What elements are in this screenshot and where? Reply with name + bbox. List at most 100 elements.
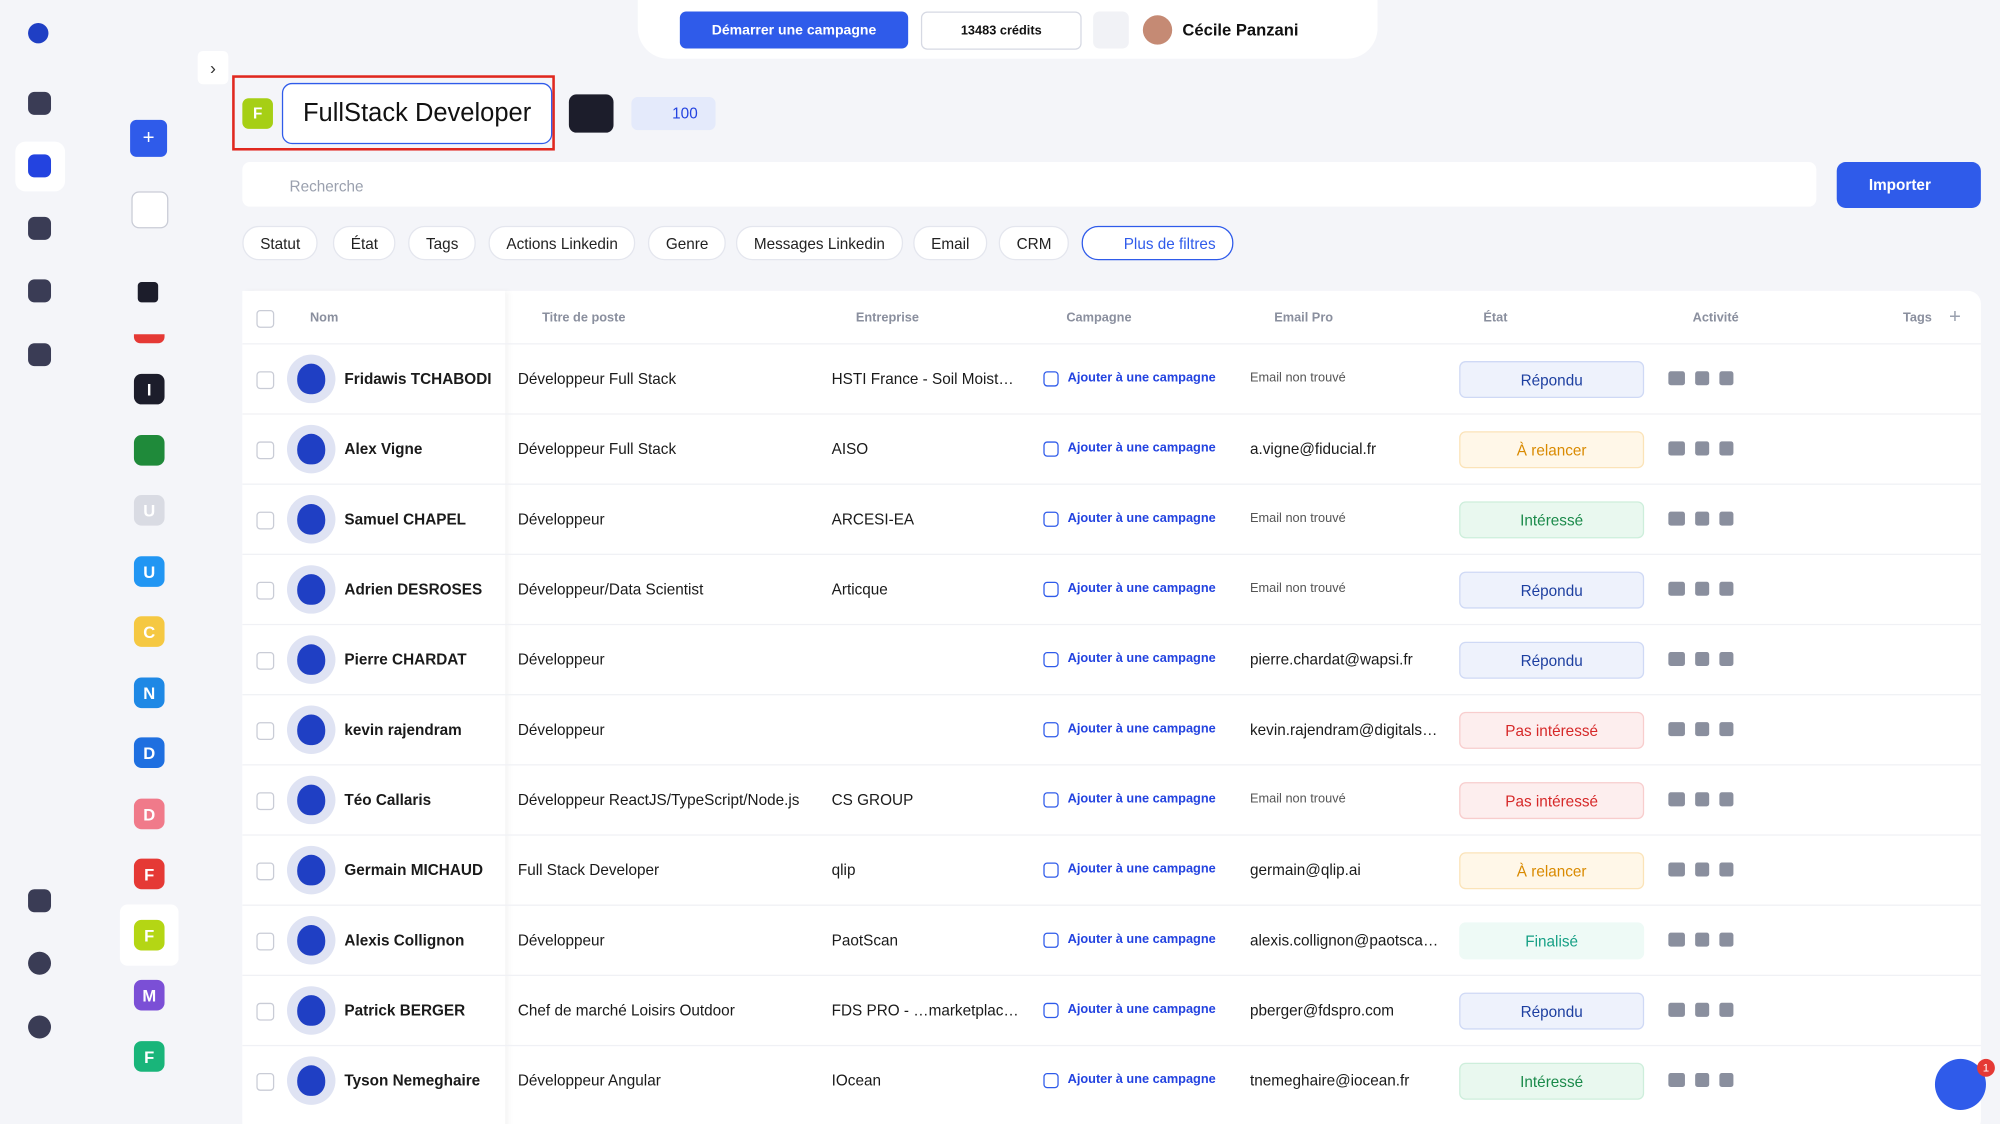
contact-name[interactable]: Fridawis TCHABODI — [344, 369, 492, 388]
row-checkbox[interactable] — [256, 441, 275, 460]
list-title[interactable]: FullStack Developer — [281, 82, 553, 145]
import-button[interactable]: Importer — [1836, 162, 1981, 208]
nav-premium[interactable] — [28, 889, 52, 913]
state-badge[interactable]: Répondu — [1459, 992, 1645, 1030]
add-to-campaign[interactable]: Ajouter à une campagne — [1067, 932, 1216, 947]
list-tile[interactable]: U — [133, 556, 165, 587]
list-tile[interactable]: F — [133, 858, 165, 890]
add-to-campaign[interactable]: Ajouter à une campagne — [1067, 371, 1216, 386]
row-checkbox[interactable] — [256, 581, 275, 600]
more-filters[interactable]: Plus de filtres — [1081, 225, 1234, 261]
filter-chip[interactable]: Email — [913, 225, 988, 261]
contact-name[interactable]: Tyson Nemeghaire — [344, 1071, 481, 1090]
state-badge[interactable]: Pas intéressé — [1459, 782, 1645, 820]
activity-message — [1695, 792, 1710, 807]
add-to-campaign[interactable]: Ajouter à une campagne — [1067, 581, 1216, 596]
add-list[interactable]: + — [130, 119, 168, 157]
list-tile[interactable]: F — [133, 919, 165, 951]
row-checkbox[interactable] — [256, 792, 275, 811]
credits[interactable]: 13483 crédits — [920, 11, 1082, 50]
nav-contacts[interactable] — [28, 154, 52, 178]
nav-tools[interactable] — [28, 343, 52, 367]
row-checkbox[interactable] — [256, 862, 275, 881]
contact-name[interactable]: Patrick BERGER — [344, 1001, 466, 1020]
row-checkbox[interactable] — [256, 371, 275, 390]
state-badge[interactable]: Répondu — [1459, 641, 1645, 679]
expand-toggle[interactable]: › — [197, 51, 229, 85]
user-name[interactable]: Cécile Panzani — [1182, 20, 1299, 40]
contact-name[interactable]: Alexis Collignon — [344, 931, 465, 950]
filter-chip[interactable]: Tags — [408, 225, 477, 261]
state-badge[interactable]: Pas intéressé — [1459, 711, 1645, 749]
column-header[interactable]: État — [1483, 311, 1508, 326]
list-tile[interactable]: F — [133, 1041, 165, 1072]
list-tile-partial — [133, 334, 165, 344]
add-to-campaign[interactable]: Ajouter à une campagne — [1067, 1002, 1216, 1017]
notifications-button[interactable] — [1093, 11, 1129, 49]
contact-name[interactable]: Adrien DESROSES — [344, 580, 483, 599]
nav-home[interactable] — [28, 91, 52, 115]
add-to-campaign[interactable]: Ajouter à une campagne — [1067, 722, 1216, 737]
add-to-campaign[interactable]: Ajouter à une campagne — [1067, 1072, 1216, 1087]
state-badge[interactable]: Intéressé — [1459, 501, 1645, 539]
column-header[interactable]: Titre de poste — [542, 311, 626, 326]
filter-chip[interactable]: Genre — [647, 225, 727, 261]
column-header[interactable]: Tags — [1903, 311, 1932, 326]
row-checkbox[interactable] — [256, 1072, 275, 1091]
column-header[interactable]: Nom — [309, 311, 339, 326]
state-badge[interactable]: À relancer — [1459, 852, 1645, 890]
contact-name[interactable]: Pierre CHARDAT — [344, 650, 467, 669]
contact-name[interactable]: Germain MICHAUD — [344, 861, 484, 880]
search-box[interactable] — [242, 162, 1817, 207]
add-to-campaign[interactable]: Ajouter à une campagne — [1067, 441, 1216, 456]
contact-name[interactable]: Samuel CHAPEL — [344, 510, 467, 529]
search-lists[interactable] — [131, 191, 169, 229]
state-badge[interactable]: Intéressé — [1459, 1062, 1645, 1100]
list-tile[interactable]: D — [133, 798, 165, 830]
select-all[interactable] — [256, 310, 275, 328]
state-badge[interactable]: Finalisé — [1459, 922, 1645, 960]
add-to-campaign[interactable]: Ajouter à une campagne — [1067, 511, 1216, 526]
erase-button[interactable] — [568, 94, 614, 133]
add-to-campaign[interactable]: Ajouter à une campagne — [1067, 651, 1216, 666]
add-to-campaign[interactable]: Ajouter à une campagne — [1067, 862, 1216, 877]
list-tile[interactable]: D — [133, 737, 165, 769]
nav-messages[interactable] — [28, 279, 52, 303]
all-lists[interactable] — [137, 281, 159, 303]
list-tile-alien[interactable] — [133, 435, 165, 466]
row-checkbox[interactable] — [256, 1002, 275, 1021]
email: a.vigne@fiducial.fr — [1249, 440, 1377, 459]
filter-chip[interactable]: Actions Linkedin — [488, 225, 636, 261]
filter-chip[interactable]: État — [332, 225, 396, 261]
add-column[interactable]: + — [1948, 306, 1961, 328]
start-campaign-button[interactable]: Démarrer une campagne — [679, 11, 909, 49]
list-tile[interactable]: N — [133, 677, 165, 709]
contact-name[interactable]: Téo Callaris — [344, 791, 432, 809]
nav-settings[interactable] — [28, 951, 52, 975]
contact-name[interactable]: Alex Vigne — [344, 440, 423, 459]
nav-campaigns[interactable] — [28, 216, 52, 240]
contact-name[interactable]: kevin rajendram — [344, 720, 462, 739]
filter-chip[interactable]: CRM — [998, 225, 1070, 261]
row-checkbox[interactable] — [256, 722, 275, 740]
list-tile[interactable]: I — [133, 373, 165, 405]
list-tile[interactable]: M — [133, 979, 165, 1011]
column-header[interactable]: Campagne — [1066, 311, 1132, 326]
list-tile[interactable]: C — [133, 616, 165, 647]
state-badge[interactable]: À relancer — [1459, 431, 1645, 469]
filter-chip[interactable]: Statut — [242, 225, 319, 261]
add-to-campaign[interactable]: Ajouter à une campagne — [1067, 792, 1216, 807]
logo[interactable] — [28, 22, 49, 44]
row-checkbox[interactable] — [256, 511, 275, 530]
filter-chip[interactable]: Messages Linkedin — [735, 225, 903, 261]
column-header[interactable]: Email Pro — [1274, 311, 1334, 326]
row-checkbox[interactable] — [256, 651, 275, 670]
nav-billing[interactable] — [28, 1015, 52, 1039]
row-checkbox[interactable] — [256, 932, 275, 951]
list-tile[interactable]: U — [133, 495, 165, 526]
column-header[interactable]: Activité — [1692, 311, 1739, 326]
column-header[interactable]: Entreprise — [855, 311, 919, 326]
state-badge[interactable]: Répondu — [1459, 571, 1645, 609]
avatar — [286, 1056, 336, 1105]
state-badge[interactable]: Répondu — [1459, 361, 1645, 399]
